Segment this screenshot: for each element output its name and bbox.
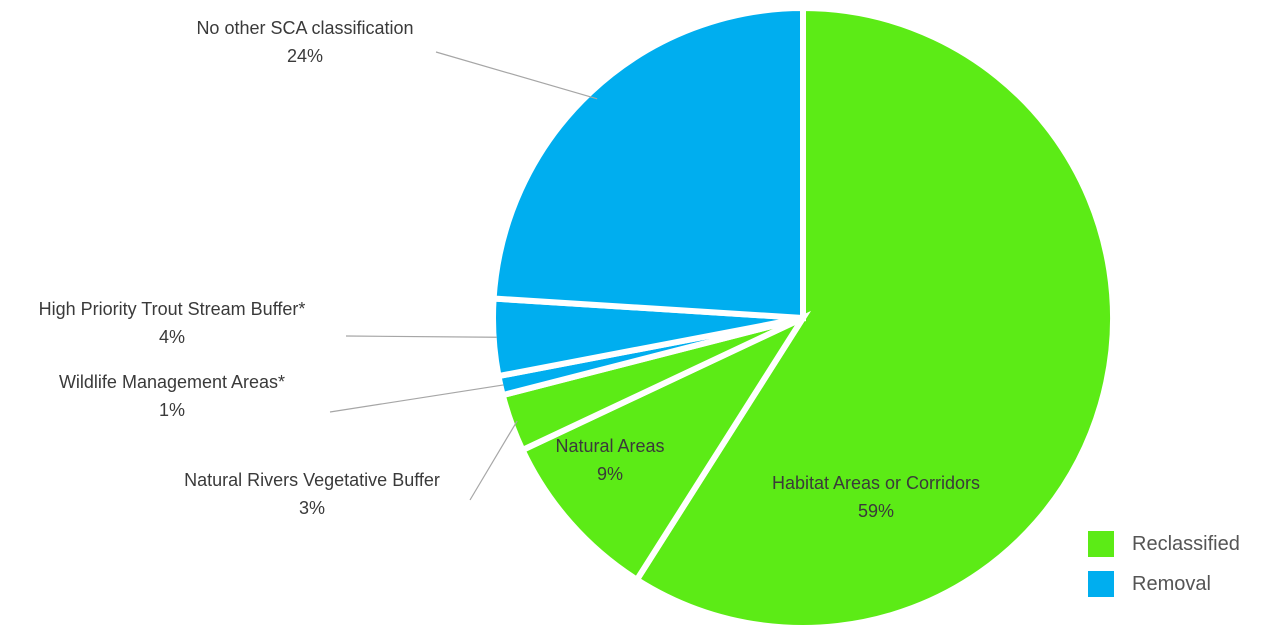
slice-label-natural-rivers-vegetative-buffer: Natural Rivers Vegetative Buffer xyxy=(184,470,440,490)
slice-label-wildlife-management-areas: Wildlife Management Areas* xyxy=(59,372,285,392)
slice-label-high-priority-trout-stream-buffer: High Priority Trout Stream Buffer* xyxy=(39,299,306,319)
slice-label-no-other-sca-classification: No other SCA classification xyxy=(196,18,413,38)
leader-line-natural-rivers-vegetative-buffer xyxy=(470,421,517,500)
legend-swatch-removal xyxy=(1088,571,1114,597)
slice-label-habitat-areas-or-corridors: Habitat Areas or Corridors xyxy=(772,473,980,493)
slice-value-natural-areas: 9% xyxy=(597,464,623,484)
legend-item-removal: Removal xyxy=(1088,564,1240,604)
leader-line-no-other-sca-classification xyxy=(436,52,597,99)
slice-value-natural-rivers-vegetative-buffer: 3% xyxy=(299,498,325,518)
slice-value-wildlife-management-areas: 1% xyxy=(159,400,185,420)
legend-swatch-reclassified xyxy=(1088,531,1114,557)
legend-label-removal: Removal xyxy=(1132,573,1211,596)
legend-item-reclassified: Reclassified xyxy=(1088,524,1240,564)
leader-line-high-priority-trout-stream-buffer xyxy=(346,336,497,337)
leader-line-wildlife-management-areas xyxy=(330,385,503,412)
slice-value-no-other-sca-classification: 24% xyxy=(287,46,323,66)
slice-value-habitat-areas-or-corridors: 59% xyxy=(858,501,894,521)
slice-value-high-priority-trout-stream-buffer: 4% xyxy=(159,327,185,347)
legend: Reclassified Removal xyxy=(1088,524,1240,604)
legend-label-reclassified: Reclassified xyxy=(1132,533,1240,556)
slice-label-natural-areas: Natural Areas xyxy=(555,436,664,456)
pie-slice-no-other-sca-classification xyxy=(494,8,803,318)
